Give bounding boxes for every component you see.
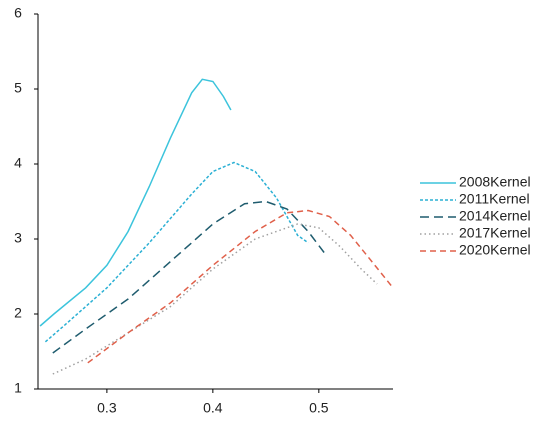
series-line [87,209,394,364]
series-line [39,78,232,327]
legend-label: 2017Kernel [459,225,531,241]
legend-label: 2008Kernel [459,174,531,190]
series-line [52,200,325,354]
x-tick-label: 0.3 [97,400,117,416]
legend-label: 2014Kernel [459,208,531,224]
series-line [52,223,378,375]
legend-label: 2020Kernel [459,242,531,258]
y-tick-label: 4 [14,155,22,171]
y-tick-label: 1 [14,380,22,396]
x-tick-label: 0.4 [203,400,223,416]
y-tick-label: 5 [14,80,22,96]
y-tick-label: 3 [14,230,22,246]
series-line [44,161,309,343]
y-tick-label: 2 [14,305,22,321]
x-tick-label: 0.5 [309,400,329,416]
y-tick-label: 6 [14,5,22,21]
legend-label: 2011Kernel [459,191,530,207]
